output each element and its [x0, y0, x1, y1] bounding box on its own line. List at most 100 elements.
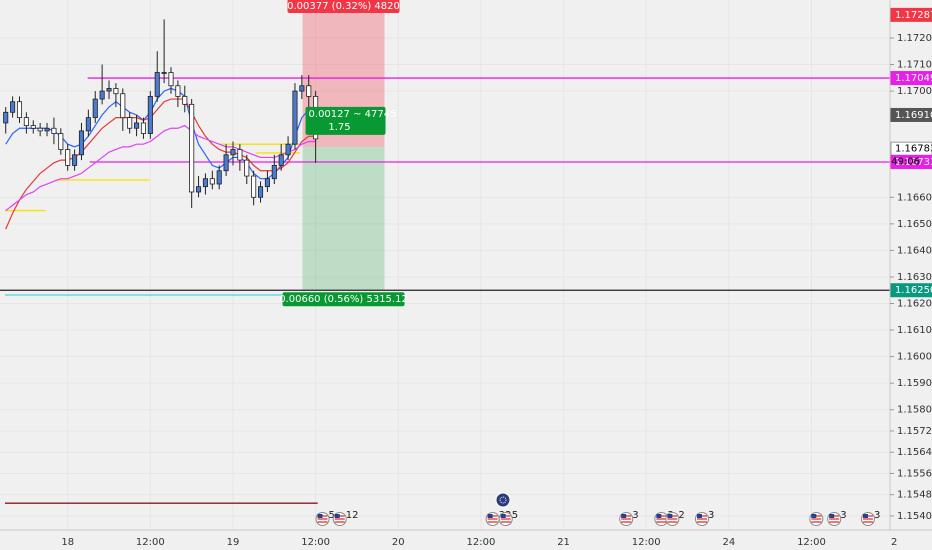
price-label-box — [890, 283, 932, 298]
y-tick-label: 1.15800 — [897, 405, 932, 416]
x-tick-label: 12:00 — [797, 537, 826, 548]
price-label-box — [890, 7, 932, 22]
candle-body — [37, 127, 43, 132]
flag-canton — [621, 514, 627, 518]
position-label-box — [287, 0, 400, 13]
moving-average — [5, 124, 316, 212]
flag-canton — [829, 514, 835, 518]
candle-body — [44, 127, 50, 132]
flag-canton — [811, 514, 817, 518]
candle-body — [140, 122, 146, 134]
event-flag — [694, 512, 709, 526]
flag-canton — [667, 514, 673, 518]
event-count: 5 — [329, 510, 335, 521]
candle-body — [154, 72, 160, 97]
flag-canton — [656, 514, 662, 518]
y-tick-label: 1.15480 — [897, 490, 932, 501]
y-tick-label: 1.15900 — [897, 378, 932, 389]
price-label: 1.16733 — [895, 157, 932, 168]
x-tick-label: 18 — [61, 537, 74, 548]
price-label-box — [890, 71, 932, 86]
candle-body — [196, 186, 202, 193]
moving-average — [5, 98, 316, 230]
flag-canton — [862, 514, 868, 518]
x-tick-label: 21 — [557, 537, 570, 548]
candle-body — [278, 154, 284, 166]
candle-body — [306, 85, 312, 97]
y-tick-label: 1.16500 — [897, 219, 932, 230]
candle-body — [106, 88, 112, 92]
event-flag — [654, 512, 669, 526]
candle-body — [299, 85, 305, 92]
position-label-box — [305, 106, 386, 135]
candle-body — [257, 186, 264, 198]
candle-body — [58, 133, 64, 150]
candle-body — [147, 95, 153, 134]
event-flag — [619, 512, 634, 526]
candle-body — [120, 93, 126, 119]
y-tick-label: 1.15400 — [897, 511, 932, 522]
candle-body — [209, 178, 215, 185]
candle-body — [264, 178, 270, 188]
candle-body — [72, 154, 78, 166]
price-label-box — [890, 107, 932, 122]
event-count: 5 — [512, 510, 518, 521]
event-count: 3 — [708, 510, 714, 521]
price-label: 1.17049 — [895, 73, 932, 84]
flag-canton — [696, 514, 702, 518]
y-tick-label: 1.17200 — [897, 33, 932, 44]
candle-body — [216, 170, 222, 185]
countdown: 49:06 — [891, 157, 920, 168]
candle-body — [134, 122, 140, 129]
position-label-box — [282, 292, 405, 307]
event-flag — [498, 512, 513, 526]
event-count: 3 — [632, 510, 638, 521]
candle-body — [3, 111, 9, 124]
position-label: 0.00660 (0.56%) 5315.12 — [279, 294, 408, 305]
event-flag — [827, 512, 842, 526]
position-label: 0.00127 ~ 47745 — [309, 109, 397, 120]
event-flag — [809, 512, 824, 526]
event-flag — [315, 512, 330, 526]
candle-body — [51, 127, 57, 134]
event-flag — [485, 512, 500, 526]
event-count: 3 — [874, 510, 880, 521]
x-tick-label: 12:00 — [632, 537, 661, 548]
y-tick-label: 1.16600 — [897, 192, 932, 203]
candle-body — [65, 149, 71, 166]
price-label: 1.16783 — [895, 144, 932, 155]
y-tick-label: 1.16100 — [897, 325, 932, 336]
y-tick-label: 1.16300 — [897, 272, 932, 283]
price-label-box — [890, 154, 932, 169]
candle-body — [127, 117, 133, 129]
flag-canton — [500, 514, 506, 518]
x-tick-label: 2 — [891, 537, 897, 548]
x-tick-label: 20 — [392, 537, 405, 548]
x-tick-label: 12:00 — [301, 537, 330, 548]
x-tick-label: 19 — [227, 537, 240, 548]
y-tick-label: 1.16400 — [897, 245, 932, 256]
y-tick-label: 1.17100 — [897, 60, 932, 71]
position-label: 1.75 — [328, 122, 350, 133]
y-tick-label: 1.16000 — [897, 352, 932, 363]
candle-body — [168, 72, 174, 87]
candle-body — [244, 159, 250, 177]
candle-body — [285, 143, 291, 156]
x-tick-label: 12:00 — [467, 537, 496, 548]
candle-body — [85, 117, 91, 132]
event-flag — [665, 512, 680, 526]
event-flag — [860, 512, 875, 526]
price-label: 1.16910 — [895, 110, 932, 121]
price-label: 1.17287 — [895, 10, 932, 21]
candle-body — [30, 125, 36, 129]
event-count: 2 — [678, 510, 684, 521]
x-tick-label: 12:00 — [136, 537, 165, 548]
y-tick-label: 1.15720 — [897, 426, 932, 437]
candle-body — [189, 103, 195, 193]
event-count: 3 — [840, 510, 846, 521]
candle-body — [271, 165, 277, 180]
candle-body — [113, 88, 119, 95]
flag-canton — [317, 514, 323, 518]
